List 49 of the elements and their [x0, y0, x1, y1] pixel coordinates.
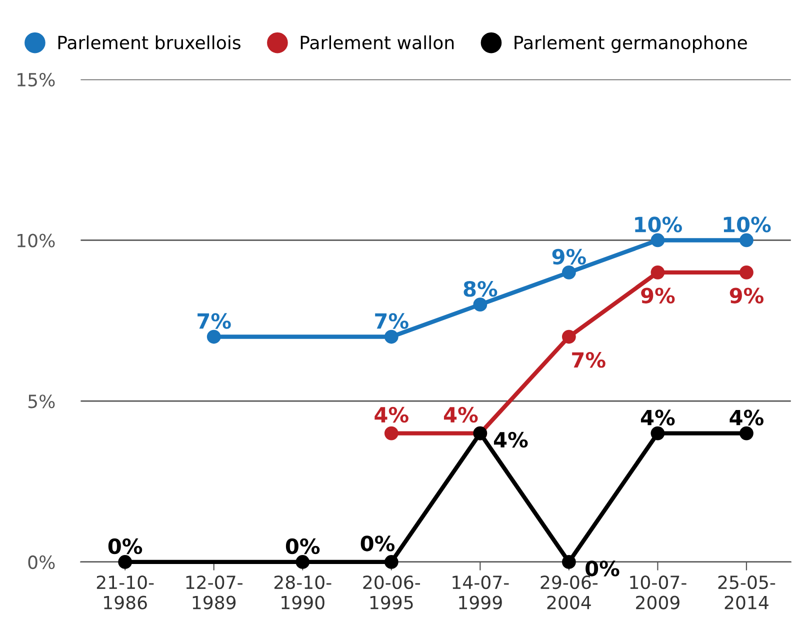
- point: [740, 265, 754, 280]
- point: [206, 330, 221, 344]
- data-label: 10%: [724, 216, 771, 232]
- point: [473, 298, 488, 312]
- point: [650, 426, 665, 440]
- data-label: 4%: [640, 410, 675, 426]
- x-tick-label: 25-05- 2014: [718, 575, 776, 610]
- data-label: 7%: [198, 313, 231, 329]
- data-label: 0%: [108, 538, 142, 554]
- y-tick-label: 15%: [18, 72, 55, 86]
- data-label: 4%: [444, 406, 478, 423]
- point: [384, 330, 398, 344]
- data-label: 9%: [552, 248, 586, 265]
- x-tick-label: 10-07- 2009: [630, 575, 686, 610]
- x-tick-label: 12-07- 1989: [186, 575, 242, 610]
- point: [740, 426, 754, 440]
- data-label: 0%: [286, 538, 320, 554]
- point: [650, 233, 665, 248]
- point: [562, 330, 576, 344]
- x-tick-label: 14-07- 1999: [452, 575, 509, 610]
- data-label: 0%: [360, 536, 395, 552]
- data-label: 0%: [586, 560, 620, 576]
- y-tick-label: 0%: [28, 555, 55, 570]
- legend-label: Parlement germanophone: [514, 35, 747, 53]
- data-label: 4%: [374, 406, 408, 423]
- point: [562, 555, 576, 569]
- legend-label: Parlement bruxellois: [58, 35, 240, 50]
- legend-label: Parlement wallon: [300, 35, 454, 50]
- point: [562, 265, 576, 280]
- data-label: 10%: [635, 216, 682, 232]
- data-label: 8%: [464, 280, 498, 297]
- point: [384, 555, 398, 569]
- x-tick-label: 28-10- 1990: [274, 575, 332, 610]
- y-tick-label: 5%: [28, 394, 55, 408]
- point: [296, 555, 310, 569]
- data-label: 4%: [730, 410, 764, 426]
- data-label: 7%: [375, 313, 408, 329]
- y-tick-label: 10%: [18, 234, 55, 248]
- point: [118, 555, 132, 569]
- data-label: 7%: [572, 352, 606, 368]
- data-label: 9%: [730, 288, 764, 304]
- x-tick-label: 21-10- 1986: [96, 575, 154, 610]
- x-tick-label: 29-06- 2004: [540, 575, 598, 610]
- x-tick-label: 20-06- 1995: [363, 575, 420, 610]
- point: [740, 233, 754, 248]
- data-label: 4%: [494, 432, 528, 448]
- point: [384, 426, 398, 440]
- point: [650, 265, 665, 280]
- data-label: 9%: [641, 288, 675, 304]
